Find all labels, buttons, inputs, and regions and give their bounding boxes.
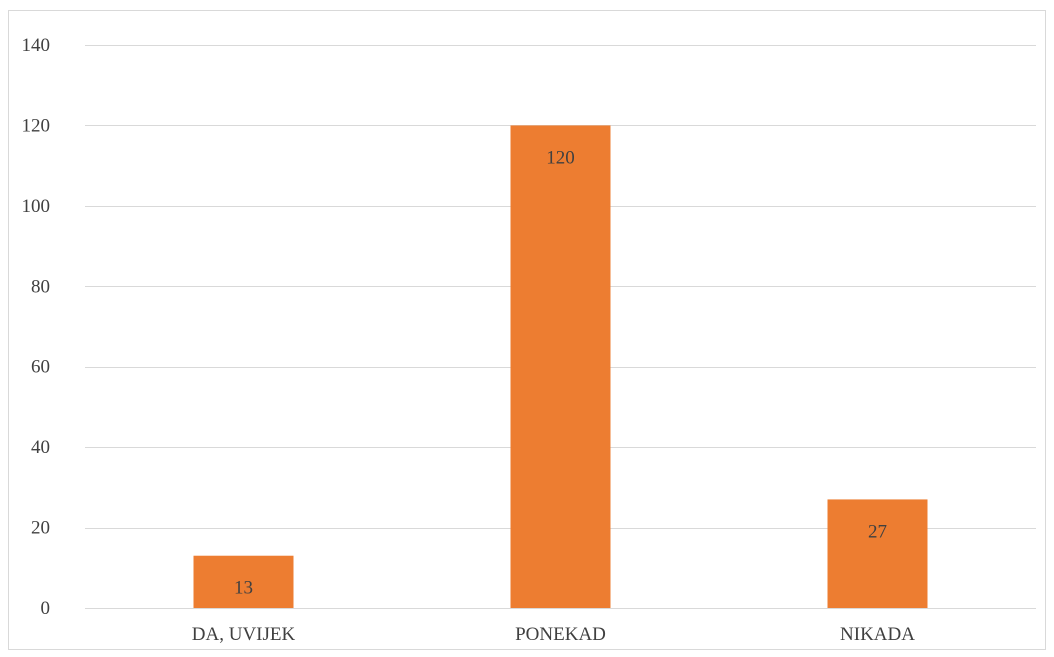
bar [827,499,928,608]
y-tick-label: 20 [31,518,50,539]
y-tick-label: 0 [41,598,51,619]
y-tick-label: 100 [22,196,51,217]
y-tick-label: 40 [31,437,50,458]
bar [193,555,294,608]
data-labels: 13 120 27 [234,147,887,598]
data-label: 27 [868,521,887,542]
data-label: 13 [234,578,253,599]
data-label: 120 [546,147,575,168]
x-category-label: PONEKAD [515,624,606,645]
y-tick-label: 80 [31,276,50,297]
bars [193,125,928,608]
y-tick-label: 120 [22,115,51,136]
x-category-label: NIKADA [840,624,915,645]
bar [510,125,611,608]
y-axis-tick-labels: 0 20 40 60 80 100 120 140 [22,35,51,619]
x-category-label: DA, UVIJEK [192,624,296,645]
y-tick-label: 140 [22,35,51,56]
x-axis-category-labels: DA, UVIJEK PONEKAD NIKADA [192,624,915,645]
y-tick-label: 60 [31,357,50,378]
